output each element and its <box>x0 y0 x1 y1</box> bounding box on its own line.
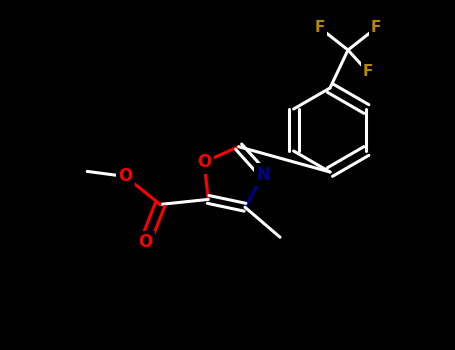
Text: N: N <box>257 166 271 184</box>
Text: F: F <box>315 21 325 35</box>
Text: F: F <box>363 64 373 79</box>
Text: O: O <box>138 233 152 251</box>
Text: O: O <box>197 153 212 171</box>
Text: O: O <box>118 167 132 186</box>
Text: F: F <box>371 21 381 35</box>
